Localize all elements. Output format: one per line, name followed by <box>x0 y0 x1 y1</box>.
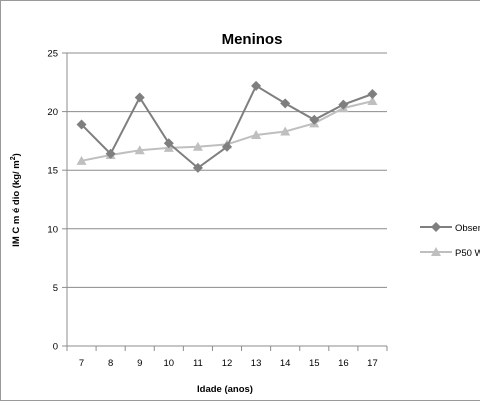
data-point-observado <box>76 119 87 130</box>
data-point-p50-who <box>251 130 262 140</box>
x-tick-label: 8 <box>108 358 113 369</box>
data-point-p50-who <box>367 96 378 106</box>
y-axis-title: IM C m é dio (kg/ m2) <box>10 153 22 247</box>
y-tick-label: 15 <box>47 166 58 177</box>
y-axis-title-superscript: 2 <box>10 156 17 160</box>
data-point-observado <box>338 99 349 110</box>
y-tick-label: 20 <box>47 107 58 118</box>
data-point-p50-who <box>192 141 203 151</box>
data-point-p50-who <box>280 126 291 136</box>
x-tick-label: 16 <box>338 358 349 369</box>
x-axis-tick-labels: 7 8 9 10 11 12 13 14 15 16 17 <box>79 358 378 369</box>
series-observado <box>76 80 378 173</box>
data-point-observado <box>280 98 291 109</box>
y-axis-title-end: ) <box>11 153 22 156</box>
x-axis-title: Idade (anos) <box>197 384 253 395</box>
x-tick-label: 9 <box>137 358 142 369</box>
legend: Observad P50 WHO <box>420 222 480 259</box>
x-tick-label: 11 <box>193 358 203 369</box>
data-point-observado <box>163 138 174 149</box>
data-point-observado <box>251 80 262 91</box>
x-tick-label: 7 <box>79 358 84 369</box>
legend-diamond-marker <box>431 222 441 232</box>
data-point-p50-who <box>134 145 145 155</box>
chart-title: Meninos <box>222 31 283 48</box>
y-tick-label: 25 <box>47 49 58 60</box>
legend-label-observado: Observad <box>455 223 480 234</box>
data-point-observado <box>367 89 378 100</box>
gridlines <box>62 52 388 351</box>
x-tick-label: 10 <box>164 358 175 369</box>
y-tick-label: 10 <box>47 224 58 235</box>
x-tick-label: 17 <box>367 358 378 369</box>
y-axis-tick-labels: 0 5 10 15 20 25 <box>47 49 58 353</box>
data-point-observado <box>105 148 116 159</box>
x-tick-label: 13 <box>251 358 262 369</box>
data-series <box>76 80 378 173</box>
x-tick-label: 15 <box>309 358 320 369</box>
y-tick-label: 0 <box>53 342 58 353</box>
data-point-observado <box>134 92 145 103</box>
legend-triangle-marker <box>431 247 441 256</box>
data-point-observado <box>192 162 203 173</box>
y-tick-label: 5 <box>53 283 58 294</box>
data-point-observado <box>309 114 320 125</box>
data-point-observado <box>222 141 232 152</box>
x-tick-label: 14 <box>280 358 291 369</box>
x-tick-label: 12 <box>222 358 233 369</box>
y-axis-title-main: IM C m é dio (kg/ m <box>11 160 22 247</box>
legend-label-p50-who: P50 WHO <box>455 248 480 259</box>
data-point-p50-who <box>76 155 87 165</box>
